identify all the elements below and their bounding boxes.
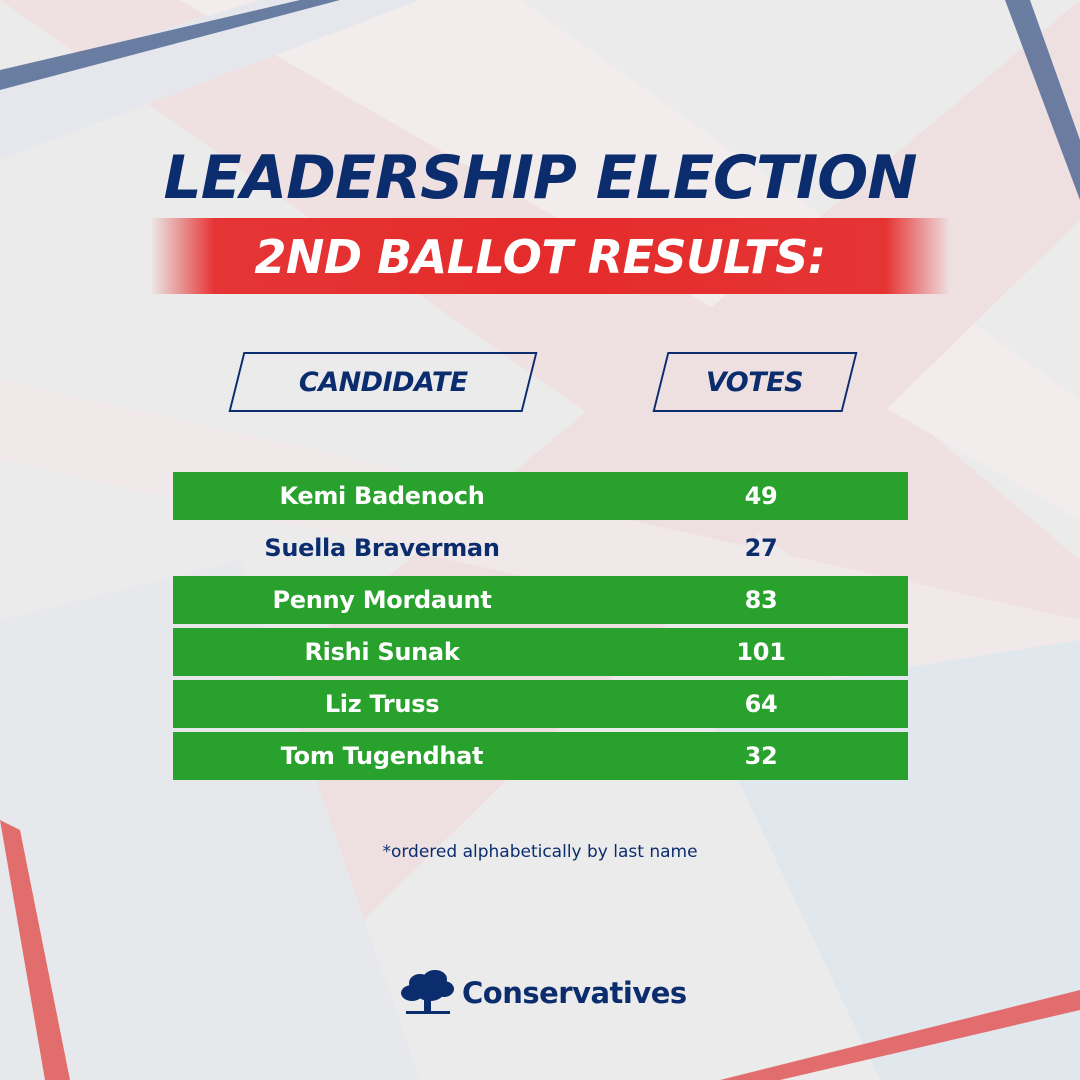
votes-column-header: VOTES (652, 352, 858, 412)
table-row: Suella Braverman 27 (173, 524, 908, 572)
votes-header-label: VOTES (706, 366, 804, 398)
vote-count: 49 (744, 482, 778, 510)
candidate-header-label: CANDIDATE (298, 366, 468, 398)
candidate-name: Rishi Sunak (304, 638, 460, 666)
vote-count: 101 (736, 638, 786, 666)
candidate-name: Liz Truss (324, 690, 440, 718)
footnote: *ordered alphabetically by last name (382, 842, 698, 862)
vote-count: 27 (744, 534, 778, 562)
subtitle-ribbon (150, 218, 950, 294)
vote-count: 32 (744, 742, 778, 770)
table-row: Penny Mordaunt 83 (173, 576, 908, 624)
candidate-name: Penny Mordaunt (272, 586, 492, 614)
candidate-name: Kemi Badenoch (279, 482, 485, 510)
results-table: Kemi Badenoch 49 Suella Braverman 27 Pen… (173, 472, 908, 784)
candidate-name: Suella Braverman (264, 534, 500, 562)
vote-count: 83 (744, 586, 778, 614)
candidate-name: Tom Tugendhat (280, 742, 484, 770)
logo-wordmark: Conservatives (462, 976, 687, 1010)
candidate-column-header: CANDIDATE (228, 352, 538, 412)
page-subtitle: 2ND BALLOT RESULTS: (254, 230, 826, 284)
oak-tree-icon (401, 970, 454, 1014)
vote-count: 64 (744, 690, 778, 718)
table-row: Tom Tugendhat 32 (173, 732, 908, 780)
table-row: Kemi Badenoch 49 (173, 472, 908, 520)
page-title: LEADERSHIP ELECTION (163, 143, 918, 213)
table-row: Rishi Sunak 101 (173, 628, 908, 676)
conservatives-logo: Conservatives (400, 968, 687, 1018)
table-row: Liz Truss 64 (173, 680, 908, 728)
